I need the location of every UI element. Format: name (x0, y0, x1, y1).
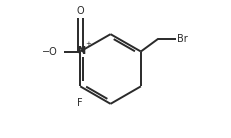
Text: N: N (77, 46, 85, 56)
Text: F: F (77, 98, 82, 108)
Text: O: O (76, 6, 84, 16)
Text: −O: −O (41, 47, 57, 57)
Text: +: + (85, 41, 91, 47)
Text: Br: Br (176, 34, 187, 44)
